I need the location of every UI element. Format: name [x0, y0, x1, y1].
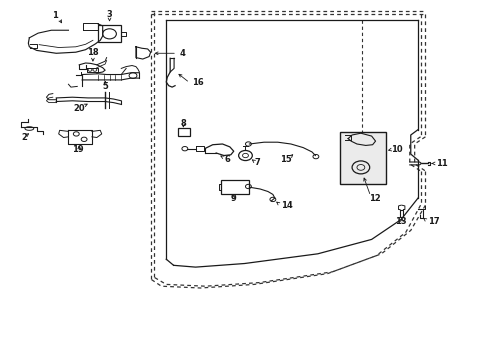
Text: 8: 8	[180, 118, 186, 127]
Text: 1: 1	[52, 10, 58, 19]
Text: 2: 2	[21, 133, 27, 142]
Text: 20: 20	[73, 104, 85, 112]
Text: 14: 14	[281, 201, 292, 210]
Text: 12: 12	[368, 194, 380, 203]
Text: 4: 4	[180, 49, 185, 58]
Text: 16: 16	[192, 78, 203, 87]
Text: 17: 17	[427, 217, 439, 226]
Text: 13: 13	[394, 217, 406, 226]
Text: 10: 10	[390, 145, 402, 154]
Bar	[177, 128, 189, 136]
Text: 18: 18	[87, 49, 99, 57]
Text: 6: 6	[224, 154, 230, 163]
Text: 11: 11	[435, 159, 447, 168]
Text: 3: 3	[106, 10, 112, 19]
Text: 5: 5	[102, 82, 108, 91]
Bar	[339, 132, 386, 184]
Text: 15: 15	[280, 154, 291, 163]
Text: 7: 7	[254, 158, 260, 167]
Text: 9: 9	[230, 194, 236, 203]
Text: 19: 19	[72, 145, 84, 154]
Bar	[221, 180, 249, 194]
Bar	[98, 25, 121, 42]
